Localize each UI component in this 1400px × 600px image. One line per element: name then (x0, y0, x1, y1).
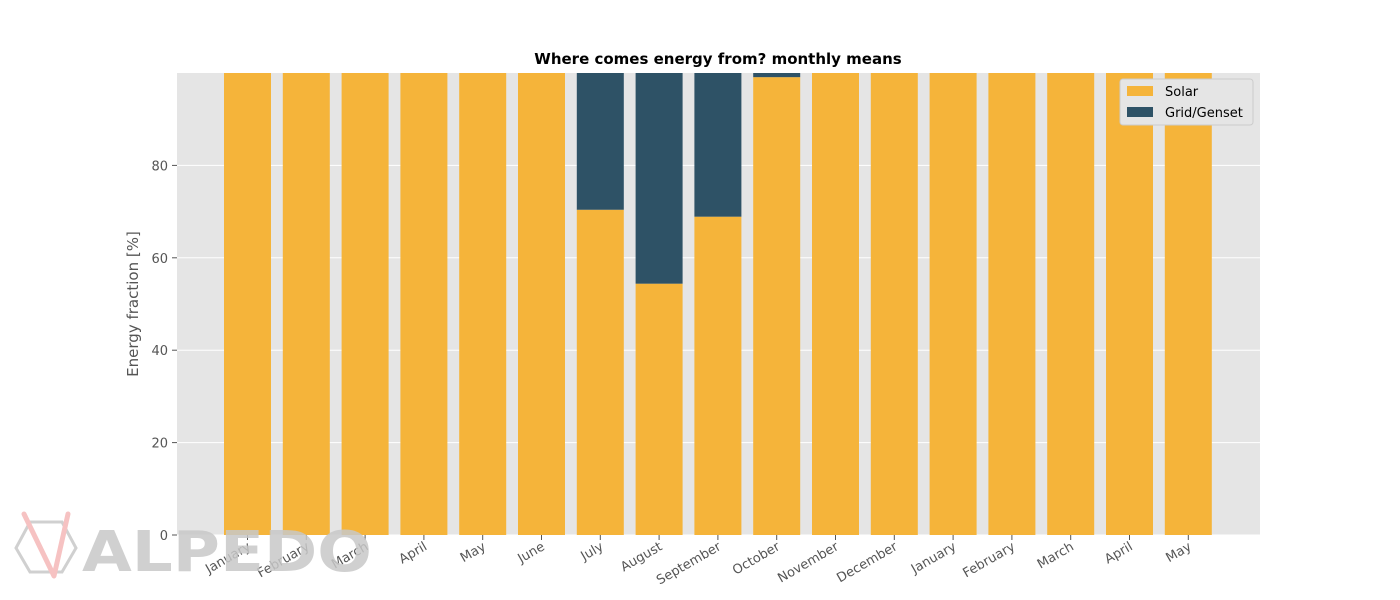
bar-solar (694, 216, 742, 535)
y-tick-label: 20 (151, 437, 168, 452)
bar-solar (988, 73, 1036, 535)
bar-grid-genset (694, 73, 742, 217)
bar-solar (812, 73, 859, 535)
bars (224, 73, 1212, 536)
bar-grid-genset (635, 73, 683, 284)
x-tick-label: May (1164, 539, 1195, 566)
legend-box (1119, 78, 1254, 126)
y-tick-label: 80 (151, 159, 168, 174)
x-tick-label: January (908, 539, 959, 577)
bar-solar (635, 283, 683, 535)
x-tick-label: July (578, 539, 607, 564)
x-tick-label: April (1102, 539, 1135, 567)
bar-solar (870, 73, 918, 535)
legend: Solar Grid/Genset (1119, 78, 1254, 126)
legend-label-grid-genset: Grid/Genset (1165, 106, 1243, 121)
bar-solar (1047, 73, 1095, 535)
watermark: ALPEDO (14, 511, 372, 585)
bar-solar (1164, 73, 1212, 535)
x-tick-label: May (458, 539, 489, 566)
bar-solar (576, 209, 624, 535)
bar-solar (341, 73, 389, 535)
bar-grid-genset (753, 73, 801, 78)
bar-solar (224, 73, 271, 535)
bar-solar (518, 73, 565, 535)
y-ticks: 0 20 40 60 80 (151, 159, 177, 544)
bar-solar (282, 73, 330, 535)
x-tick-label: August (618, 539, 665, 575)
x-tick-label: September (654, 539, 724, 588)
bar-solar (753, 77, 801, 536)
hexagon-check-logo-icon (14, 511, 78, 579)
x-tick-label: December (834, 539, 900, 586)
bar-solar (459, 73, 507, 535)
legend-label-solar: Solar (1165, 85, 1199, 100)
y-axis-label: Energy fraction [%] (124, 231, 142, 377)
x-tick-label: February (961, 539, 1019, 581)
x-tick-label: November (775, 539, 842, 586)
chart-title: Where comes energy from? monthly means (534, 50, 901, 68)
bar-solar (400, 73, 448, 535)
legend-swatch-solar (1127, 86, 1153, 96)
y-tick-label: 0 (160, 529, 168, 544)
y-tick-label: 40 (151, 344, 168, 359)
bar-grid-genset (576, 73, 624, 210)
watermark-text: ALPEDO (82, 520, 372, 585)
bar-solar (929, 73, 977, 535)
y-tick-label: 60 (151, 252, 168, 267)
x-tick-label: March (1035, 539, 1077, 572)
bar-solar (1106, 73, 1153, 535)
legend-swatch-grid-genset (1127, 107, 1153, 117)
x-tick-label: June (515, 539, 548, 567)
x-tick-label: April (397, 539, 430, 567)
